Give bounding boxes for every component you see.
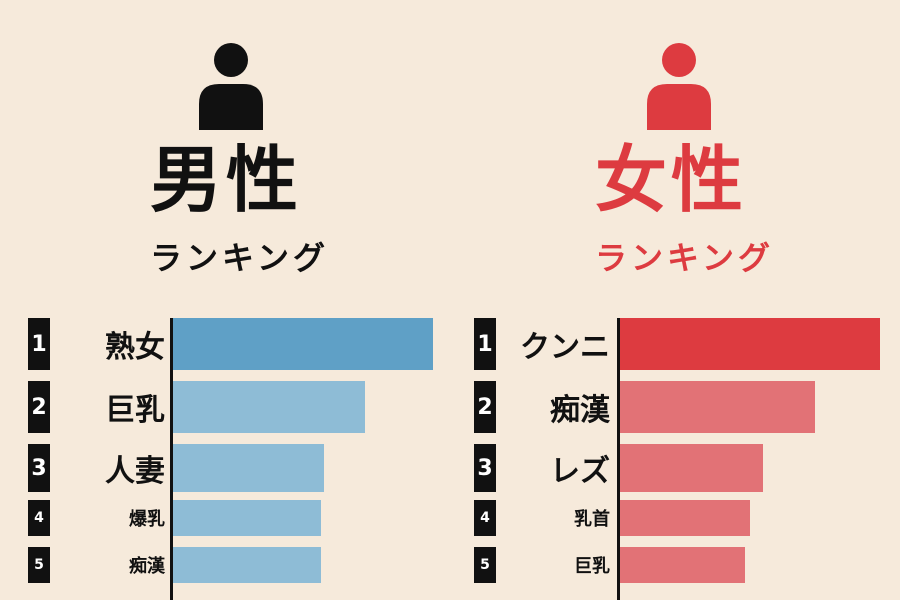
female-category-label: 痴漢 [550, 393, 610, 428]
person-icon [199, 43, 263, 130]
person-icon [647, 43, 711, 130]
male-rank-number: 1 [28, 318, 50, 370]
female-bar [620, 547, 745, 583]
female-ranking-row: 5 巨乳 [450, 547, 900, 583]
female-bar [620, 318, 880, 370]
female-panel: 女性 ランキング 1 クンニ 2 痴漢 3 レズ 4 乳首 5 巨乳 [450, 0, 900, 600]
female-rank-number: 1 [474, 318, 496, 370]
male-rank-number: 4 [28, 500, 50, 536]
male-panel: 男性 ランキング 1 熟女 2 巨乳 3 人妻 4 爆乳 5 痴漢 [0, 43, 450, 600]
male-ranking-row: 2 巨乳 [0, 381, 450, 433]
male-ranking-row: 3 人妻 [0, 444, 450, 492]
male-bar [173, 547, 321, 583]
female-rank-number: 2 [474, 381, 496, 433]
female-ranking-row: 4 乳首 [450, 500, 900, 536]
female-ranking-row: 3 レズ [450, 444, 900, 492]
male-ranking-row: 4 爆乳 [0, 500, 450, 536]
female-bar [620, 381, 815, 433]
male-title: 男性 [150, 138, 303, 222]
female-rank-number: 4 [474, 500, 496, 536]
male-ranking-row: 1 熟女 [0, 318, 450, 370]
female-ranking-row: 2 痴漢 [450, 381, 900, 433]
female-axis [617, 318, 620, 600]
male-bar [173, 381, 365, 433]
female-category-label: レズ [550, 454, 610, 489]
male-ranking-row: 5 痴漢 [0, 547, 450, 583]
male-subtitle: ランキング [150, 239, 330, 277]
female-bar [620, 444, 763, 492]
male-bar [173, 500, 321, 536]
male-axis [170, 318, 173, 600]
male-bar [173, 444, 324, 492]
male-category-label: 熟女 [105, 330, 165, 365]
female-subtitle: ランキング [595, 239, 775, 277]
male-rank-number: 3 [28, 444, 50, 492]
female-rank-number: 3 [474, 444, 496, 492]
female-category-label: 巨乳 [574, 556, 610, 577]
male-category-label: 巨乳 [105, 393, 165, 428]
male-category-label: 痴漢 [129, 556, 165, 577]
male-bar [173, 318, 433, 370]
female-bar [620, 500, 750, 536]
male-category-label: 爆乳 [129, 509, 165, 530]
female-category-label: クンニ [520, 330, 610, 365]
female-rank-number: 5 [474, 547, 496, 583]
male-rank-number: 5 [28, 547, 50, 583]
male-category-label: 人妻 [105, 454, 165, 489]
female-ranking-row: 1 クンニ [450, 318, 900, 370]
female-category-label: 乳首 [574, 509, 610, 530]
female-title: 女性 [595, 138, 748, 222]
male-rank-number: 2 [28, 381, 50, 433]
